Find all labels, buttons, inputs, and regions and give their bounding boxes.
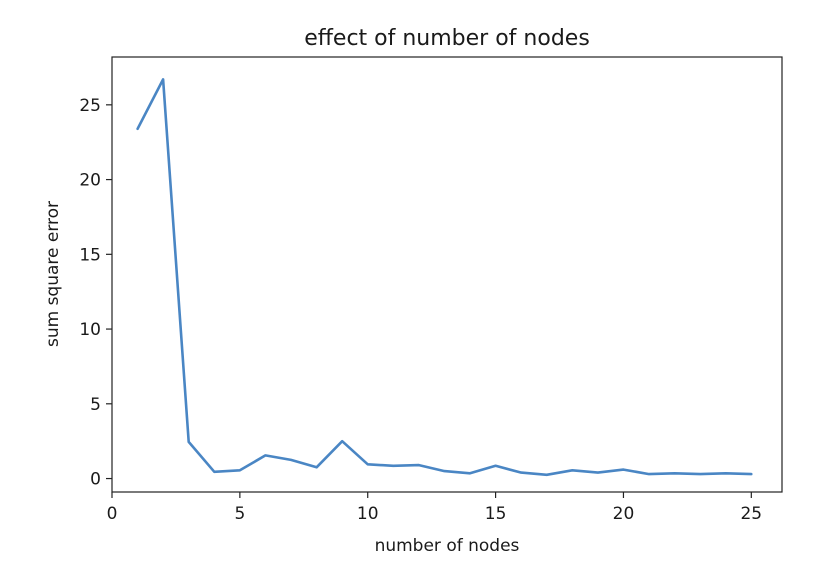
- x-tick-label: 20: [613, 504, 635, 524]
- x-tick-label: 15: [485, 504, 507, 524]
- x-tick-label: 25: [740, 504, 762, 524]
- series-line: [136, 78, 753, 477]
- y-tick-label: 15: [79, 245, 101, 265]
- x-axis: 0 5 10 15 20 25: [107, 492, 762, 524]
- x-tick-label: 5: [234, 504, 245, 524]
- y-axis-label: sum square error: [43, 201, 63, 347]
- y-axis: 0 5 10 15 20 25: [79, 96, 112, 490]
- x-tick-label: 10: [357, 504, 379, 524]
- y-tick-label: 25: [79, 96, 101, 116]
- chart-title: effect of number of nodes: [304, 26, 590, 51]
- x-tick-label: 0: [107, 504, 118, 524]
- y-tick-label: 20: [79, 171, 101, 191]
- y-tick-label: 5: [90, 395, 101, 415]
- series-layer: [136, 78, 753, 477]
- plot-area-frame: [111, 56, 783, 493]
- x-axis-label: number of nodes: [375, 536, 520, 556]
- y-tick-label: 10: [79, 320, 101, 340]
- y-tick-label: 0: [90, 470, 101, 490]
